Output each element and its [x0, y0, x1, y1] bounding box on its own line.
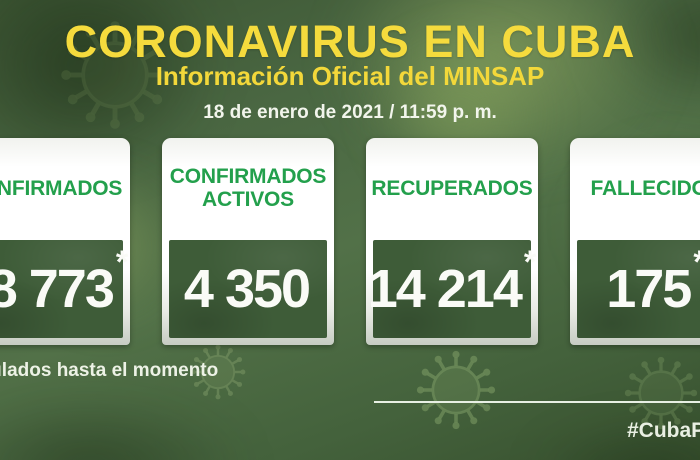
card-label: RECUPERADOS — [371, 176, 533, 200]
card-value-panel: 4 350 — [169, 240, 327, 338]
asterisk-marker: * — [523, 244, 537, 280]
card-confirmados-activos: CONFIRMADOS ACTIVOS 4 350 — [162, 138, 334, 345]
virus-icon — [416, 350, 496, 430]
card-label-area: CONFIRMADOS ACTIVOS — [162, 138, 334, 240]
card-label-area: RECUPERADOS — [366, 138, 538, 240]
card-confirmados: CONFIRMADOS 18 773 * — [0, 138, 130, 345]
report-date: 18 de enero de 2021 / 11:59 p. m. — [203, 102, 497, 123]
card-value: 14 214 — [367, 259, 523, 319]
background-blob-dark-bottomleft — [0, 395, 250, 460]
asterisk-marker: * — [115, 244, 129, 280]
card-label: CONFIRMADOS — [0, 176, 123, 200]
card-value: 175 — [606, 259, 692, 319]
footnote-text: *Acumulados hasta el momento — [0, 360, 219, 381]
asterisk-marker: * — [693, 246, 700, 278]
card-label-area: FALLECIDOS — [570, 138, 700, 240]
card-value-panel: 18 773 * — [0, 240, 128, 338]
card-value-panel: 175 * — [577, 240, 700, 338]
card-value-panel: 14 214 * — [368, 240, 536, 338]
card-recuperados: RECUPERADOS 14 214 * — [366, 138, 538, 345]
card-label: FALLECIDOS — [590, 176, 700, 200]
card-fallecidos: FALLECIDOS 175 * — [570, 138, 700, 345]
card-label: CONFIRMADOS ACTIVOS — [169, 165, 327, 211]
page-subtitle: Información Oficial del MINSAP — [155, 61, 545, 91]
divider-line — [374, 401, 700, 403]
card-label-area: CONFIRMADOS — [0, 138, 130, 240]
page-title: CORONAVIRUS EN CUBA — [64, 16, 636, 67]
card-value: 18 773 — [0, 259, 115, 319]
card-value: 4 350 — [183, 259, 311, 319]
hashtag-text: #CubaPorLaVida — [627, 419, 700, 442]
